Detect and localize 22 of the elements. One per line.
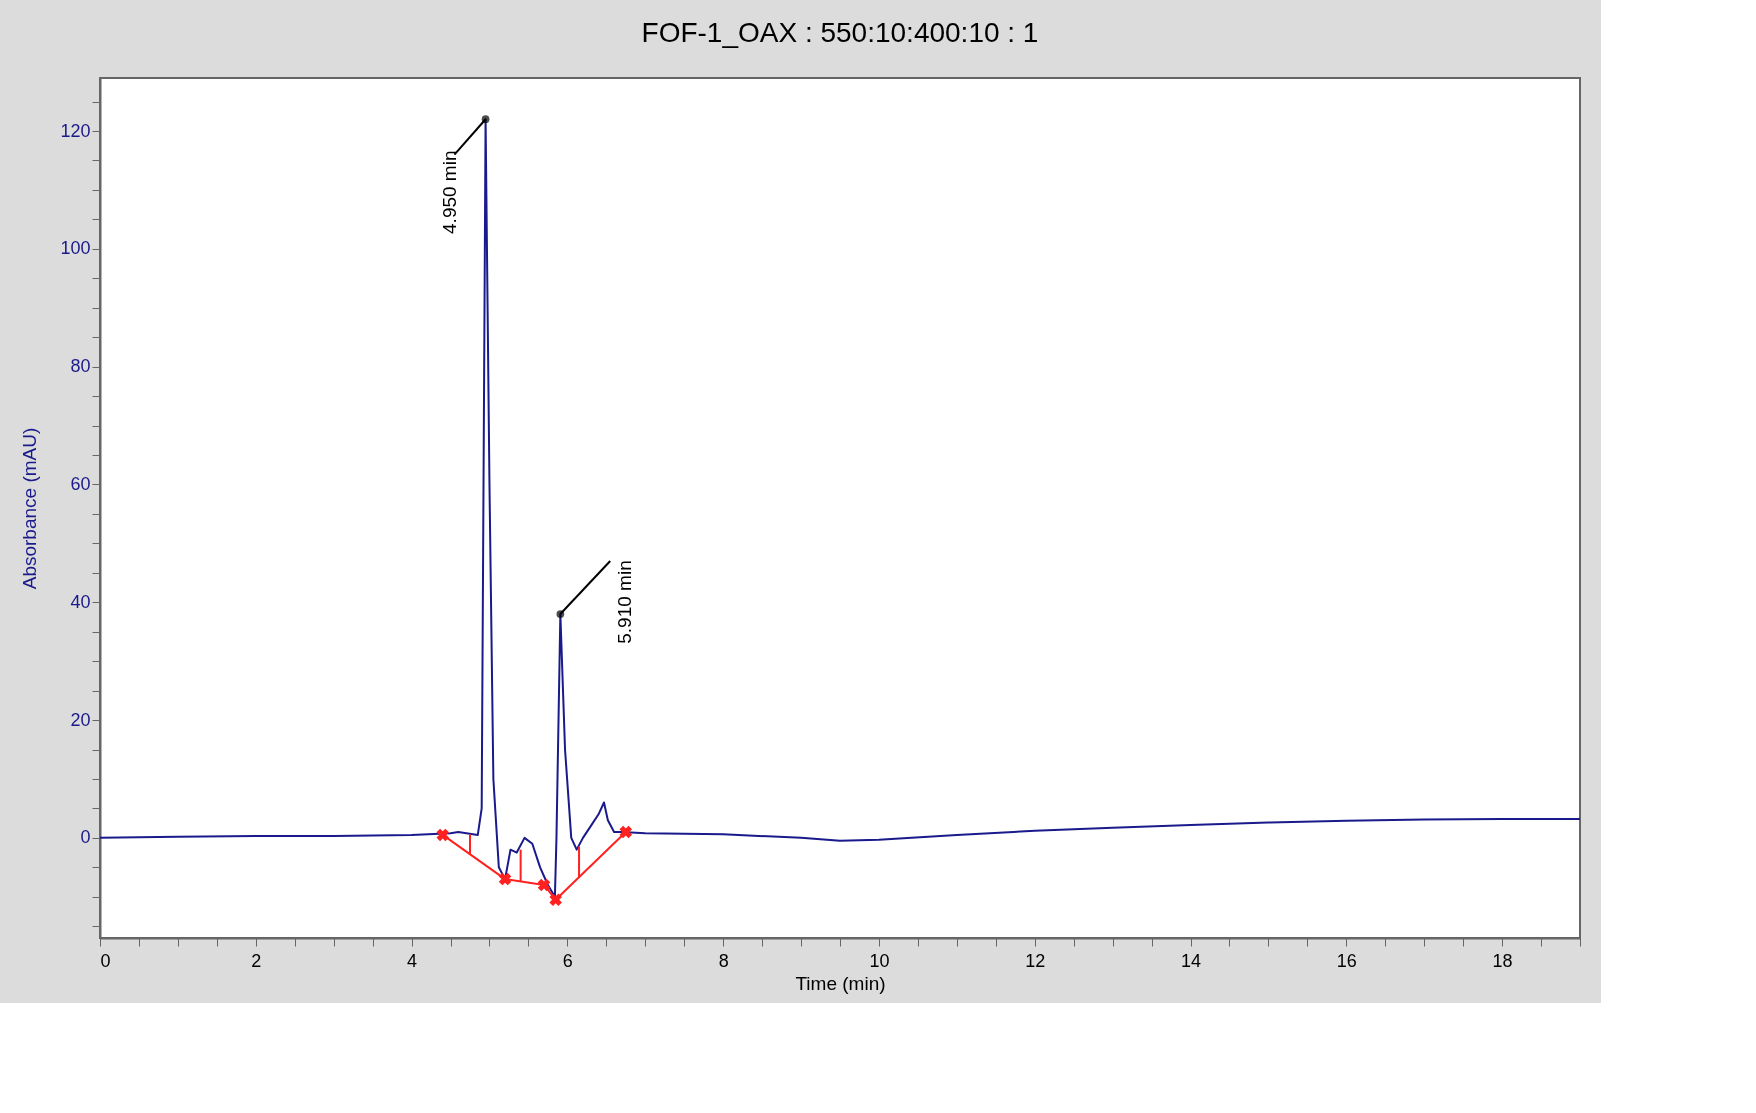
y-axis-title: Absorbance (mAU) [19, 427, 41, 590]
y-tick-label: 80 [70, 356, 91, 377]
chart-title: FOF-1_OAX : 550:10:400:10 : 1 [641, 17, 1039, 48]
x-tick-label: 18 [1492, 950, 1513, 971]
y-tick-label: 100 [60, 238, 91, 259]
x-tick-label: 0 [100, 950, 111, 971]
x-tick-label: 10 [869, 950, 890, 971]
annotation: 5.910 min [614, 560, 636, 644]
x-axis-title: Time (min) [795, 972, 886, 994]
x-tick-label: 6 [562, 950, 573, 971]
x-tick-label: 12 [1025, 950, 1046, 971]
x-tick-label: 16 [1336, 950, 1357, 971]
annotation: 4.950 min [438, 150, 460, 234]
y-tick-label: 60 [70, 473, 91, 494]
y-tick-label: 20 [70, 709, 91, 730]
y-tick-label: 120 [60, 120, 91, 141]
x-tick-label: 4 [407, 950, 418, 971]
x-tick-label: 14 [1181, 950, 1202, 971]
x-tick-label: 2 [251, 950, 262, 971]
y-tick-label: 40 [70, 591, 91, 612]
y-tick-label: 0 [80, 827, 91, 848]
x-tick-label: 8 [718, 950, 729, 971]
